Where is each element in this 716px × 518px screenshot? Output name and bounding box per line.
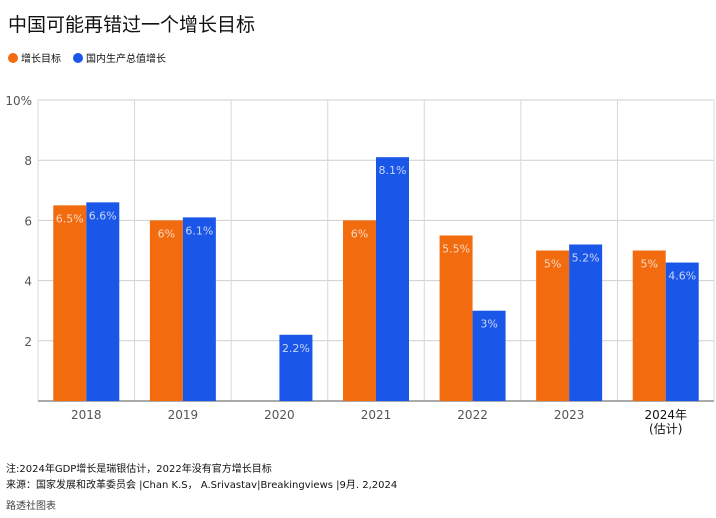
x-tick-label: 2021	[361, 408, 392, 422]
legend-swatch-gdp	[73, 52, 83, 63]
x-tick-label: 2022	[457, 408, 488, 422]
legend-item-gdp: 国内生产总值增长	[73, 50, 166, 65]
bar-chart: 2 4 6 8 10% 6.5% 6.6% 2018 6% 6.1% 2019 2.2% 2020 6% 8…	[5, 94, 715, 436]
x-tick-label: 2024年	[644, 408, 687, 422]
y-tick-label: 4	[24, 275, 32, 289]
bar	[86, 202, 120, 401]
legend-label-gdp: 国内生产总值增长	[86, 54, 166, 65]
data-label: 6.1%	[185, 224, 213, 237]
data-label: 5%	[544, 258, 561, 271]
bar	[569, 244, 603, 401]
x-tick-label: 2019	[168, 408, 199, 422]
chart-credit: 路透社图表	[6, 501, 56, 512]
data-label: 6%	[351, 227, 368, 240]
bar	[149, 220, 183, 401]
data-label: 2.2%	[282, 342, 310, 355]
y-tick-label: 10%	[5, 94, 32, 108]
bar	[632, 250, 666, 401]
x-tick-label: (估计)	[649, 422, 682, 436]
data-label: 4.6%	[668, 270, 696, 283]
data-label: 6.5%	[56, 212, 84, 225]
bar	[53, 205, 87, 401]
bar	[343, 220, 376, 401]
data-label: 6%	[158, 227, 175, 240]
bar	[376, 157, 409, 401]
chart-title: 中国可能再错过一个增长目标	[8, 14, 256, 36]
y-tick-label: 8	[24, 154, 32, 168]
x-tick-label: 2020	[264, 408, 295, 422]
data-label: 5.2%	[572, 251, 600, 264]
data-label: 8.1%	[379, 164, 407, 177]
bar	[182, 217, 216, 401]
legend-swatch-target	[8, 52, 18, 63]
data-label: 6.6%	[89, 209, 117, 222]
data-label: 3%	[480, 318, 497, 331]
x-tick-label: 2023	[554, 408, 585, 422]
legend-label-target: 增长目标	[21, 54, 61, 65]
x-tick-label: 2018	[71, 408, 102, 422]
bar	[536, 250, 570, 401]
legend: 增长目标 国内生产总值增长	[8, 50, 166, 65]
chart-source: 来源：国家发展和改革委员会 |Chan K.S， A.Srivastav|Bre…	[6, 480, 398, 491]
bar	[472, 310, 506, 401]
bar	[439, 235, 473, 401]
y-tick-label: 6	[24, 214, 32, 228]
data-label: 5%	[640, 258, 657, 271]
y-tick-label: 2	[24, 335, 32, 349]
bar	[665, 262, 699, 401]
legend-item-target: 增长目标	[8, 50, 61, 65]
bar	[279, 334, 313, 401]
data-label: 5.5%	[442, 242, 470, 255]
chart-note: 注:2024年GDP增长是瑞银估计，2022年没有官方增长目标	[6, 464, 272, 475]
